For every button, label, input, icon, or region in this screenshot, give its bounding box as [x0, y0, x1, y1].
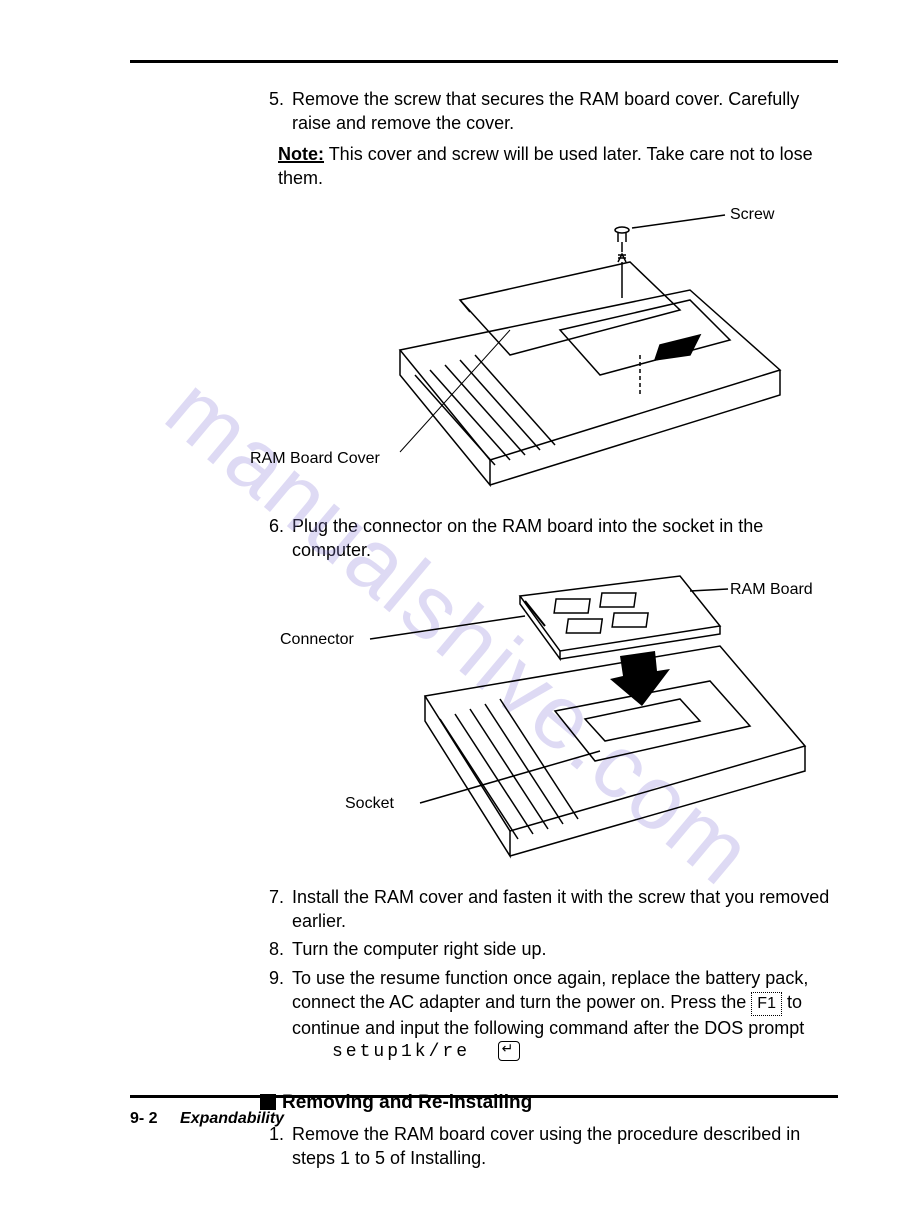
- chapter-title: Expandability: [180, 1110, 284, 1127]
- step-8: 8. Turn the computer right side up.: [260, 937, 838, 961]
- bottom-rule: [130, 1095, 838, 1098]
- step-7: 7. Install the RAM cover and fasten it w…: [260, 885, 838, 934]
- command-text: setup1k/re: [332, 1042, 470, 1062]
- label-screw: Screw: [730, 204, 774, 226]
- step-number: 7.: [260, 885, 284, 934]
- step-list: 5. Remove the screw that secures the RAM…: [260, 87, 838, 1064]
- step-number: 5.: [260, 87, 284, 136]
- step-9-text-a: To use the resume function once again, r…: [292, 968, 808, 1012]
- step-number: 6.: [260, 514, 284, 563]
- step-number: 9.: [260, 966, 284, 1064]
- page-number: 9- 2: [130, 1110, 158, 1127]
- step-number: 8.: [260, 937, 284, 961]
- top-rule: [130, 60, 838, 63]
- command-line: setup1k/re: [332, 1040, 838, 1064]
- step-text: Install the RAM cover and fasten it with…: [292, 885, 838, 934]
- label-ram-board: RAM Board: [730, 579, 813, 601]
- label-ram-board-cover: RAM Board Cover: [250, 448, 380, 470]
- step-text: Turn the computer right side up.: [292, 937, 838, 961]
- key-f1: F1: [751, 992, 782, 1016]
- remove-step-1: 1. Remove the RAM board cover using the …: [260, 1122, 838, 1171]
- step-text: Remove the RAM board cover using the pro…: [292, 1122, 838, 1171]
- step-6: 6. Plug the connector on the RAM board i…: [260, 514, 838, 563]
- enter-key-icon: [498, 1041, 520, 1061]
- note: Note: This cover and screw will be used …: [278, 142, 838, 191]
- note-label: Note:: [278, 144, 324, 164]
- step-5: 5. Remove the screw that secures the RAM…: [260, 87, 838, 136]
- step-text: Plug the connector on the RAM board into…: [292, 514, 838, 563]
- step-text: To use the resume function once again, r…: [292, 966, 838, 1064]
- page-footer: 9- 2 Expandability: [130, 1110, 284, 1128]
- label-socket: Socket: [345, 793, 394, 815]
- step-9: 9. To use the resume function once again…: [260, 966, 838, 1064]
- label-connector: Connector: [280, 629, 354, 651]
- diagram-ram-cover: Screw RAM Board Cover: [260, 200, 838, 500]
- step-text: Remove the screw that secures the RAM bo…: [292, 87, 838, 136]
- diagram-ram-board: RAM Board Connector Socket: [260, 571, 838, 871]
- step-number: 1.: [260, 1122, 284, 1171]
- note-text: This cover and screw will be used later.…: [278, 144, 813, 188]
